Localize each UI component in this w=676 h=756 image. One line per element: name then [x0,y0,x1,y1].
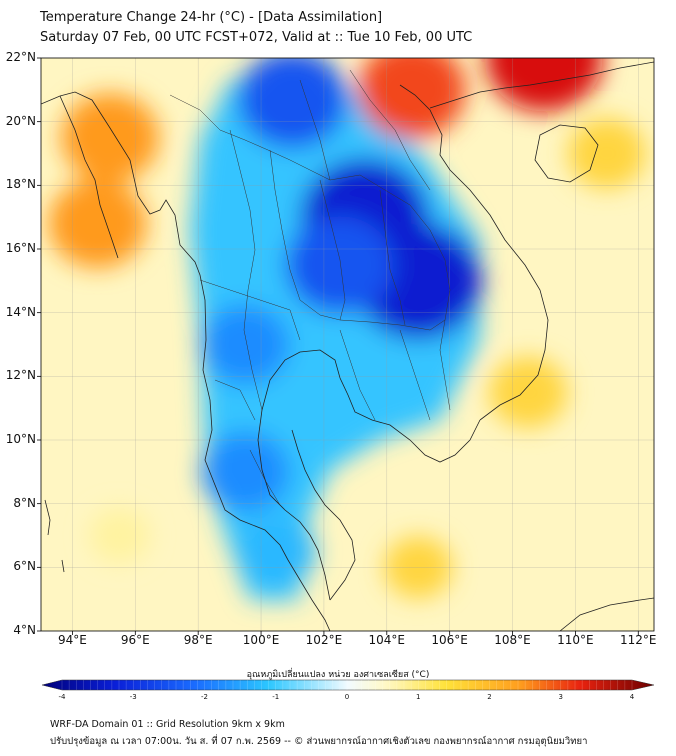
lon-tick-label: 110°E [557,633,594,647]
map-title: Temperature Change 24-hr (°C) - [Data As… [40,10,383,25]
map-subtitle: Saturday 07 Feb, 00 UTC FCST+072, Valid … [40,30,473,45]
colorbar-tick-label: 1 [416,693,421,701]
lon-tick-label: 106°E [431,633,468,647]
colorbar-tick-label: 2 [487,693,492,701]
lon-tick-label: 112°E [620,633,657,647]
colorbar-tick-label: -1 [272,693,280,701]
colorbar-tick-label: -3 [129,693,137,701]
colorbar-tick-label: -2 [201,693,208,701]
graticule [41,58,654,631]
field-hotspot [285,215,394,314]
lon-tick-label: 100°E [242,633,280,647]
map-frame [40,57,655,632]
footer-model-info: WRF-DA Domain 01 :: Grid Resolution 9km … [50,719,285,730]
lat-tick-label: 22°N [5,50,36,64]
colorbar-segments [61,680,633,690]
lon-tick-label: 102°E [305,633,343,647]
axis-ticks [37,57,639,635]
field-hotspot [567,118,646,189]
colorbar-tick-label: 4 [629,693,635,701]
field-hotspot [358,58,466,139]
footer-credit: ปรับปรุงข้อมูล ณ เวลา 07:00น. วัน ส. ที่… [50,736,588,747]
field-hotspot [201,304,290,385]
lon-tick-label: 98°E [183,633,213,647]
colorbar-bar [41,679,655,691]
lon-tick-label: 96°E [120,633,150,647]
province-borders [169,69,451,506]
field-hotspot [237,515,316,587]
lon-tick-label: 104°E [368,633,406,647]
lat-tick-label: 18°N [5,177,36,192]
field-hotspot [89,508,150,563]
coastlines-and-borders [41,61,654,631]
lat-tick-label: 12°N [5,368,36,383]
lat-tick-label: 20°N [5,113,36,128]
field-hotspot [485,58,603,112]
field-hotspot [238,58,347,149]
colorbar-tick-label: -4 [58,693,66,701]
colorbar-tick-label: 0 [344,693,350,701]
temperature-field [48,58,646,600]
lon-tick-label: 108°E [494,633,531,647]
colorbar-tick-label: 3 [558,693,563,701]
colorbar [41,679,655,691]
lat-tick-label: 6°N [13,559,36,574]
field-hotspot [48,179,147,269]
lat-tick-label: 14°N [5,304,36,319]
field-hotspot [201,431,290,512]
colorbar-label: อุณหภูมิเปลี่ยนแปลง หน่วย องศาเซลเซียส (… [246,670,430,680]
lat-tick-label: 10°N [5,432,36,446]
field-hotspot [61,93,160,183]
field-hotspot [489,356,568,428]
lat-tick-label: 8°N [13,495,36,510]
lon-tick-label: 94°E [57,633,87,647]
lat-tick-label: 4°N [13,623,36,637]
lat-tick-label: 16°N [5,241,36,255]
